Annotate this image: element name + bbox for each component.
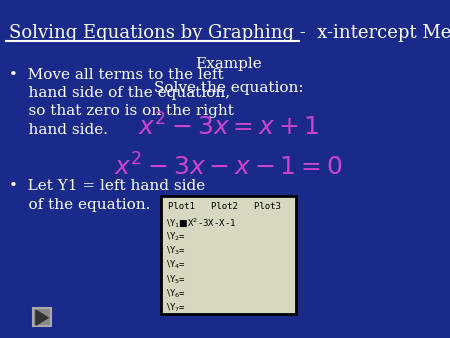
Text: $\backslash$Y$_2$=: $\backslash$Y$_2$= xyxy=(166,231,186,243)
Text: $\backslash$Y$_3$=: $\backslash$Y$_3$= xyxy=(166,245,186,257)
Text: $\backslash$Y$_5$=: $\backslash$Y$_5$= xyxy=(166,273,186,286)
Text: Solving Equations by Graphing -  x-intercept Method: Solving Equations by Graphing - x-interc… xyxy=(9,24,450,42)
Text: $\backslash$Y$_7$=: $\backslash$Y$_7$= xyxy=(166,301,186,314)
Text: •  Let Y1 = left hand side
    of the equation.: • Let Y1 = left hand side of the equatio… xyxy=(9,179,205,212)
Text: $\mathit{x}^{2}-3\mathit{x}-\mathit{x}-1=0$: $\mathit{x}^{2}-3\mathit{x}-\mathit{x}-1… xyxy=(114,154,343,181)
Text: $\backslash$Y$_1\blacksquare$X$^2$-3X-X-1: $\backslash$Y$_1\blacksquare$X$^2$-3X-X-… xyxy=(166,216,236,230)
Text: Example: Example xyxy=(195,57,262,71)
Text: $\backslash$Y$_4$=: $\backslash$Y$_4$= xyxy=(166,259,186,271)
FancyBboxPatch shape xyxy=(162,196,296,314)
Text: Plot1   Plot2   Plot3: Plot1 Plot2 Plot3 xyxy=(167,202,280,211)
Text: $\mathit{x}^{2}-3\mathit{x}=\mathit{x}+1$: $\mathit{x}^{2}-3\mathit{x}=\mathit{x}+1… xyxy=(138,113,320,140)
FancyBboxPatch shape xyxy=(33,308,50,326)
Text: Solve the equation:: Solve the equation: xyxy=(154,81,303,95)
Polygon shape xyxy=(36,310,48,325)
Text: •  Move all terms to the left
    hand side of the equation,
    so that zero is: • Move all terms to the left hand side o… xyxy=(9,68,234,137)
Text: $\backslash$Y$_6$=: $\backslash$Y$_6$= xyxy=(166,287,186,300)
